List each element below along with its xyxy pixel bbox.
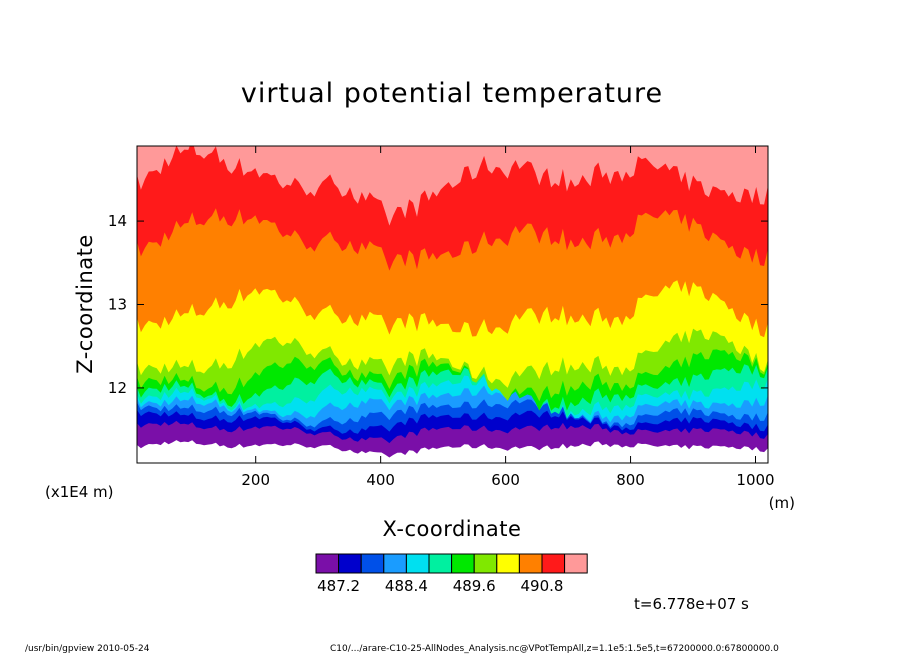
time-label: t=6.778e+07 s	[634, 595, 749, 613]
colorbar-swatch	[518, 553, 543, 574]
colorbar-tick-label: 489.6	[453, 577, 496, 595]
colorbar: 487.2 488.4 489.6 490.8	[315, 553, 588, 595]
colorbar-swatch	[405, 553, 430, 574]
colorbar-swatch	[315, 553, 340, 574]
colorbar-swatch	[338, 553, 362, 574]
footer-left: /usr/bin/gpview 2010-05-24	[25, 644, 150, 654]
footer-right: C10/.../arare-C10-25-AllNodes_Analysis.n…	[330, 644, 779, 654]
colorbar-swatch	[473, 553, 498, 574]
colorbar-swatch	[428, 553, 453, 574]
colorbar-swatch	[541, 553, 566, 574]
colorbar-tick-label: 488.4	[385, 577, 428, 595]
x-tick-label: 400	[366, 471, 395, 489]
x-tick-label: 1000	[736, 471, 774, 489]
x-tick-label: 800	[616, 471, 645, 489]
contour-fill-layer	[137, 146, 768, 463]
colorbar-tick-label: 490.8	[521, 577, 564, 595]
colorbar-swatch	[496, 553, 520, 574]
colorbar-swatch	[383, 553, 407, 574]
y-tick-label: 14	[108, 212, 127, 230]
colorbar-swatch	[564, 553, 588, 574]
chart-title: virtual potential temperature	[241, 78, 663, 109]
colorbar-tick-label: 487.2	[317, 577, 360, 595]
x-tick-label: 200	[241, 471, 270, 489]
x-axis: 200 400 600 800 1000	[241, 146, 775, 489]
y-unit-label: (x1E4 m)	[45, 483, 114, 501]
y-axis-label: Z-coordinate	[73, 234, 97, 374]
colorbar-swatch	[451, 553, 475, 574]
y-tick-label: 13	[108, 296, 127, 314]
y-axis: 12 13 14	[108, 212, 768, 397]
contour-band-12	[137, 146, 768, 226]
x-axis-label: X-coordinate	[383, 517, 522, 541]
colorbar-swatch	[360, 553, 385, 574]
x-tick-label: 600	[491, 471, 520, 489]
x-unit-label: (m)	[769, 494, 795, 512]
y-tick-label: 12	[108, 379, 127, 397]
